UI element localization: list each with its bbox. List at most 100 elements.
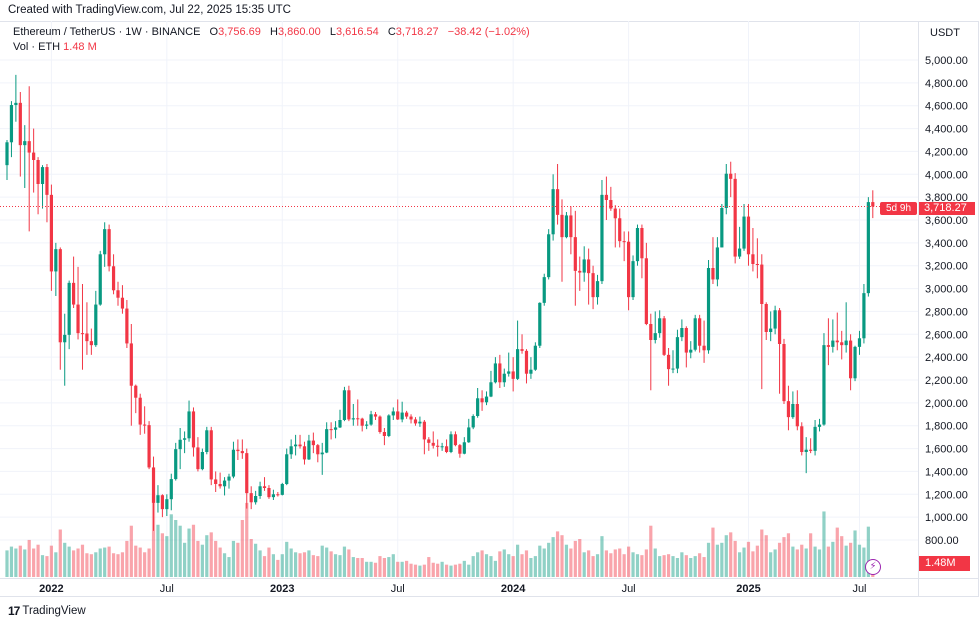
- candle-body: [680, 328, 684, 338]
- candle: [249, 486, 253, 510]
- candle-body: [325, 429, 329, 453]
- candle-body: [635, 228, 640, 262]
- volume-bar: [9, 546, 14, 577]
- volume-bar: [191, 524, 196, 577]
- candle: [822, 333, 826, 426]
- low-label: L: [329, 26, 336, 38]
- candle: [98, 250, 102, 306]
- footer-brand: 17 TradingView: [8, 604, 86, 618]
- volume-bar: [502, 549, 506, 577]
- volume-bar: [591, 556, 595, 577]
- candle: [409, 414, 413, 424]
- volume-bar: [835, 527, 839, 577]
- candle-body: [449, 434, 453, 452]
- volume-label[interactable]: Vol · ETH: [13, 41, 61, 53]
- price-tick-label: 4,000.00: [925, 169, 968, 181]
- candle: [458, 444, 462, 458]
- candle-body: [107, 229, 111, 267]
- candle: [573, 210, 577, 306]
- candle: [160, 494, 164, 518]
- volume-bar: [285, 541, 289, 577]
- candle-body: [862, 293, 866, 339]
- volume-bar: [484, 554, 489, 577]
- candle: [835, 312, 839, 351]
- candle-body: [431, 442, 435, 446]
- candle: [587, 248, 591, 305]
- candle-body: [640, 228, 644, 259]
- volume-bar: [147, 548, 151, 577]
- volume-bar: [111, 553, 116, 577]
- candle-body: [484, 396, 489, 403]
- candle: [373, 412, 378, 420]
- candle-body: [254, 496, 258, 503]
- candle-body: [245, 453, 249, 494]
- candle-body: [240, 451, 244, 454]
- last-price-badge: 3,718.27: [919, 202, 975, 215]
- candle: [227, 473, 231, 489]
- candle: [769, 311, 773, 342]
- chart-legend: Ethereum / TetherUS · 1W · BINANCE O3,75…: [13, 25, 530, 55]
- candle: [555, 164, 560, 225]
- volume-bar: [471, 556, 475, 577]
- candle: [222, 477, 227, 496]
- volume-bar: [453, 564, 458, 577]
- candle: [551, 174, 555, 241]
- candle-body: [573, 237, 577, 271]
- volume-bar: [267, 547, 271, 577]
- candle-body: [462, 442, 466, 454]
- candle: [378, 415, 382, 434]
- candle: [600, 180, 604, 284]
- candle: [9, 101, 14, 158]
- candle: [49, 184, 53, 291]
- candle-body: [822, 345, 826, 425]
- volume-bar: [14, 548, 18, 577]
- candle-body: [329, 429, 333, 431]
- volume-bar: [587, 550, 591, 577]
- candle: [711, 237, 715, 284]
- candle-body: [373, 414, 378, 417]
- volume-bar: [849, 542, 853, 577]
- volume-bar: [578, 539, 582, 577]
- candle-body: [76, 304, 80, 334]
- candle-body: [67, 282, 71, 335]
- candle-body: [196, 447, 200, 470]
- volume-bar: [120, 552, 125, 577]
- candle: [507, 352, 511, 377]
- volume-bar: [706, 542, 711, 577]
- volume-bar: [444, 564, 449, 577]
- currency-label[interactable]: USDT: [930, 27, 960, 39]
- volume-bar: [271, 554, 275, 577]
- volume-bar: [329, 551, 333, 577]
- candle: [209, 426, 213, 486]
- candle-body: [791, 404, 795, 418]
- lightning-bolt-icon[interactable]: ⚡︎: [865, 559, 881, 575]
- volume-bar: [387, 557, 391, 577]
- candle-body: [498, 363, 502, 383]
- candle-body: [560, 214, 564, 238]
- symbol-title[interactable]: Ethereum / TetherUS · 1W · BINANCE: [13, 26, 201, 38]
- candle-body: [276, 494, 280, 496]
- candle: [444, 439, 449, 454]
- volume-bar: [613, 549, 617, 577]
- candle-body: [5, 142, 9, 166]
- candle: [285, 448, 289, 486]
- candle-body: [151, 467, 156, 503]
- volume-bar: [777, 542, 782, 577]
- candle: [316, 444, 320, 463]
- volume-bar: [351, 557, 355, 577]
- candle-body: [342, 390, 347, 420]
- volume-bar: [857, 544, 862, 577]
- volume-bar: [40, 555, 45, 577]
- volume-bar: [618, 548, 622, 577]
- candle: [520, 334, 524, 354]
- volume-bar: [476, 552, 480, 577]
- volume-bar: [436, 563, 440, 577]
- candle: [729, 161, 733, 198]
- candle-body: [715, 247, 719, 280]
- candle-body: [422, 421, 426, 440]
- volume-bar: [373, 562, 378, 577]
- candle: [622, 231, 626, 262]
- time-axis: 2022 Jul 2023 Jul 2024 Jul 2025 Jul: [39, 583, 866, 595]
- volume-bar: [769, 552, 773, 577]
